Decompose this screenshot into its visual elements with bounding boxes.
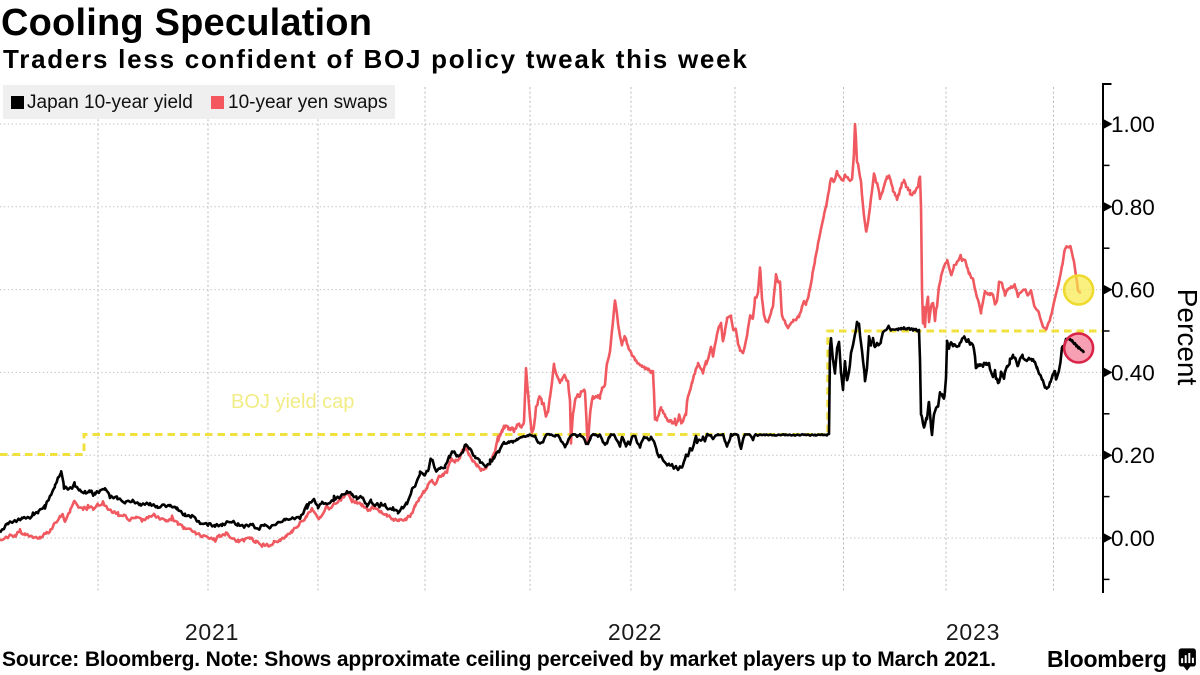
svg-text:0.00: 0.00 [1111, 526, 1155, 551]
svg-text:2022: 2022 [608, 619, 662, 645]
svg-text:0.40: 0.40 [1111, 360, 1155, 385]
svg-text:1.00: 1.00 [1111, 112, 1155, 137]
svg-text:0.60: 0.60 [1111, 278, 1155, 303]
svg-text:Percent: Percent [1172, 289, 1200, 386]
svg-text:2021: 2021 [185, 619, 239, 645]
svg-text:BOJ yield cap: BOJ yield cap [231, 391, 354, 413]
svg-text:2023: 2023 [946, 619, 1000, 645]
svg-text:0.80: 0.80 [1111, 195, 1155, 220]
svg-text:0.20: 0.20 [1111, 443, 1155, 468]
